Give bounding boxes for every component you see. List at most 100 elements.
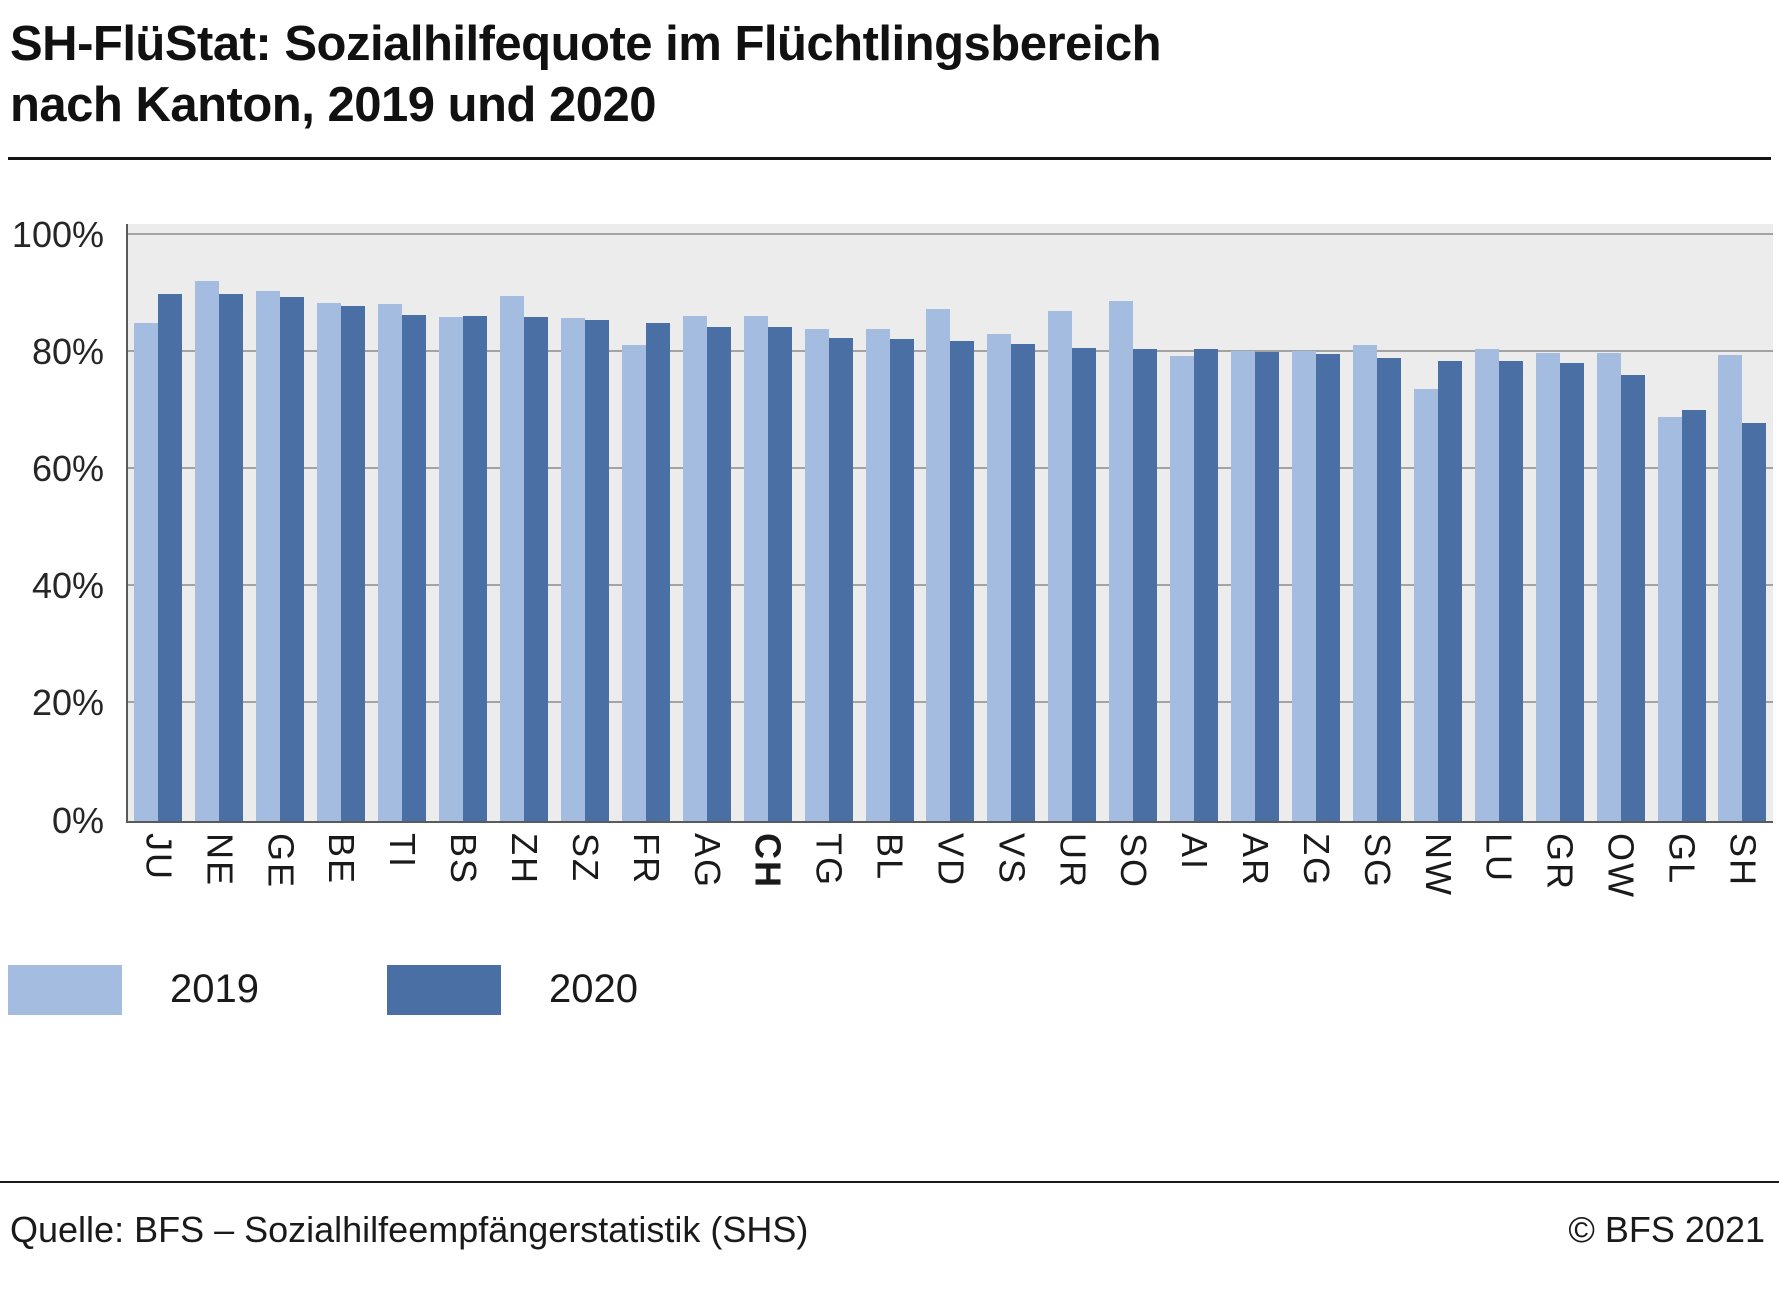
bar-ge-2019 (256, 291, 281, 821)
x-axis-tick-lu: LU (1468, 829, 1529, 915)
x-axis-label-ai: AI (1174, 832, 1216, 871)
bar-nw-2020 (1437, 361, 1462, 821)
bar-group-vd (920, 224, 981, 821)
x-axis-label-lu: LU (1478, 832, 1520, 883)
x-axis-tick-zh: ZH (494, 829, 555, 915)
bar-group-ge (250, 224, 311, 821)
bar-lu-2019 (1474, 349, 1499, 821)
x-axis-label-be: BE (321, 832, 363, 885)
bar-group-ur (1042, 224, 1103, 821)
bar-group-nw (1407, 224, 1468, 821)
bar-group-zh (494, 224, 555, 821)
bar-ai-2020 (1194, 349, 1219, 821)
bar-group-be (311, 224, 372, 821)
x-axis-tick-sh: SH (1712, 829, 1773, 915)
y-axis-label-40: 40% (31, 565, 104, 607)
bar-nw-2019 (1413, 388, 1438, 821)
bar-group-lu (1468, 224, 1529, 821)
bar-ch-2020 (767, 327, 792, 821)
bar-tg-2019 (804, 329, 829, 821)
bar-ge-2020 (280, 297, 305, 821)
x-axis-label-ur: UR (1052, 832, 1094, 889)
x-axis-tick-gr: GR (1529, 829, 1590, 915)
bar-vd-2019 (926, 308, 951, 821)
x-axis-tick-ne: NE (189, 829, 250, 915)
bar-ti-2020 (402, 315, 427, 821)
bar-gl-2020 (1681, 410, 1706, 821)
bar-ur-2019 (1048, 311, 1073, 821)
x-axis-tick-ju: JU (128, 829, 189, 915)
x-axis-tick-ti: TI (372, 829, 433, 915)
bar-group-tg (798, 224, 859, 821)
bar-group-sz (554, 224, 615, 821)
bar-group-ju (128, 224, 189, 821)
bar-fr-2020 (645, 323, 670, 821)
bar-sg-2019 (1352, 345, 1377, 821)
x-axis-tick-nw: NW (1407, 829, 1468, 915)
bar-group-ag (676, 224, 737, 821)
x-axis-tick-bl: BL (859, 829, 920, 915)
bar-group-gr (1529, 224, 1590, 821)
x-axis-label-fr: FR (625, 832, 667, 885)
page-title-line1: SH-FlüStat: Sozialhilfequote im Flüchtli… (10, 17, 1162, 71)
x-axis-label-ar: AR (1235, 832, 1277, 887)
x-axis-label-ow: OW (1600, 832, 1642, 899)
x-axis-tick-gl: GL (1651, 829, 1712, 915)
y-axis-label-80: 80% (31, 331, 104, 373)
bar-so-2020 (1133, 349, 1158, 821)
x-axis-label-ti: TI (382, 832, 424, 869)
x-axis-label-sz: SZ (564, 832, 606, 883)
bar-group-ch (737, 224, 798, 821)
x-axis-tick-ai: AI (1164, 829, 1225, 915)
bar-sg-2020 (1376, 357, 1401, 821)
legend: 2019 2020 (8, 964, 1779, 1015)
bar-gr-2020 (1559, 363, 1584, 821)
bar-ch-2019 (743, 315, 768, 821)
x-axis-tick-ge: GE (250, 829, 311, 915)
x-axis-tick-ch: CH (737, 829, 798, 915)
footer-divider (0, 1180, 1779, 1183)
bar-sh-2019 (1718, 355, 1743, 821)
x-axis-label-ch: CH (747, 832, 789, 889)
page: SH-FlüStat: Sozialhilfequote im Flüchtli… (0, 14, 1779, 1308)
x-axis-label-sh: SH (1722, 832, 1764, 887)
bar-ow-2019 (1596, 353, 1621, 821)
bar-sz-2020 (584, 320, 609, 821)
x-axis-label-gr: GR (1539, 832, 1581, 891)
x-axis-tick-bs: BS (433, 829, 494, 915)
bar-vs-2020 (1011, 344, 1036, 821)
bar-group-ti (372, 224, 433, 821)
legend-label-2020: 2020 (548, 967, 638, 1011)
bar-group-sh (1712, 224, 1773, 821)
legend-swatch-2019 (8, 964, 122, 1015)
bar-zg-2020 (1315, 354, 1340, 821)
bar-ju-2019 (134, 323, 159, 821)
x-axis: JU NE GE BE TI BS ZH SZ FR AG CH TG BL VD VS UR SO AI AR ZG… (128, 829, 1773, 915)
x-axis-tick-ur: UR (1042, 829, 1103, 915)
bar-group-ar (1225, 224, 1286, 821)
bar-fr-2019 (621, 345, 646, 821)
bar-bl-2020 (889, 339, 914, 821)
bar-ne-2019 (195, 281, 220, 821)
legend-item-2020: 2020 (386, 964, 638, 1015)
bar-be-2019 (317, 303, 342, 821)
y-axis-label-60: 60% (31, 448, 104, 490)
bar-lu-2020 (1498, 361, 1523, 821)
x-axis-label-sg: SG (1356, 832, 1398, 889)
bar-so-2019 (1109, 301, 1134, 821)
bar-zh-2019 (499, 295, 524, 821)
grouped-bar-chart: 0% 20% 40% 60% 80% 100% JU NE GE BE TI BS ZH SZ FR AG C… (0, 214, 1779, 915)
bar-ai-2019 (1170, 356, 1195, 821)
copyright-note: © BFS 2021 (1568, 1208, 1765, 1250)
x-axis-tick-ow: OW (1590, 829, 1651, 915)
legend-label-2019: 2019 (170, 967, 259, 1011)
x-axis-label-zh: ZH (503, 832, 545, 885)
bar-gr-2019 (1535, 353, 1560, 821)
bar-ar-2019 (1231, 350, 1256, 821)
bar-group-bl (859, 224, 920, 821)
source-note: Quelle: BFS – Sozialhilfeempfängerstatis… (10, 1208, 809, 1250)
bar-group-fr (615, 224, 676, 821)
x-axis-label-nw: NW (1417, 832, 1459, 897)
bar-ur-2020 (1072, 348, 1097, 821)
x-axis-label-bl: BL (869, 832, 911, 881)
